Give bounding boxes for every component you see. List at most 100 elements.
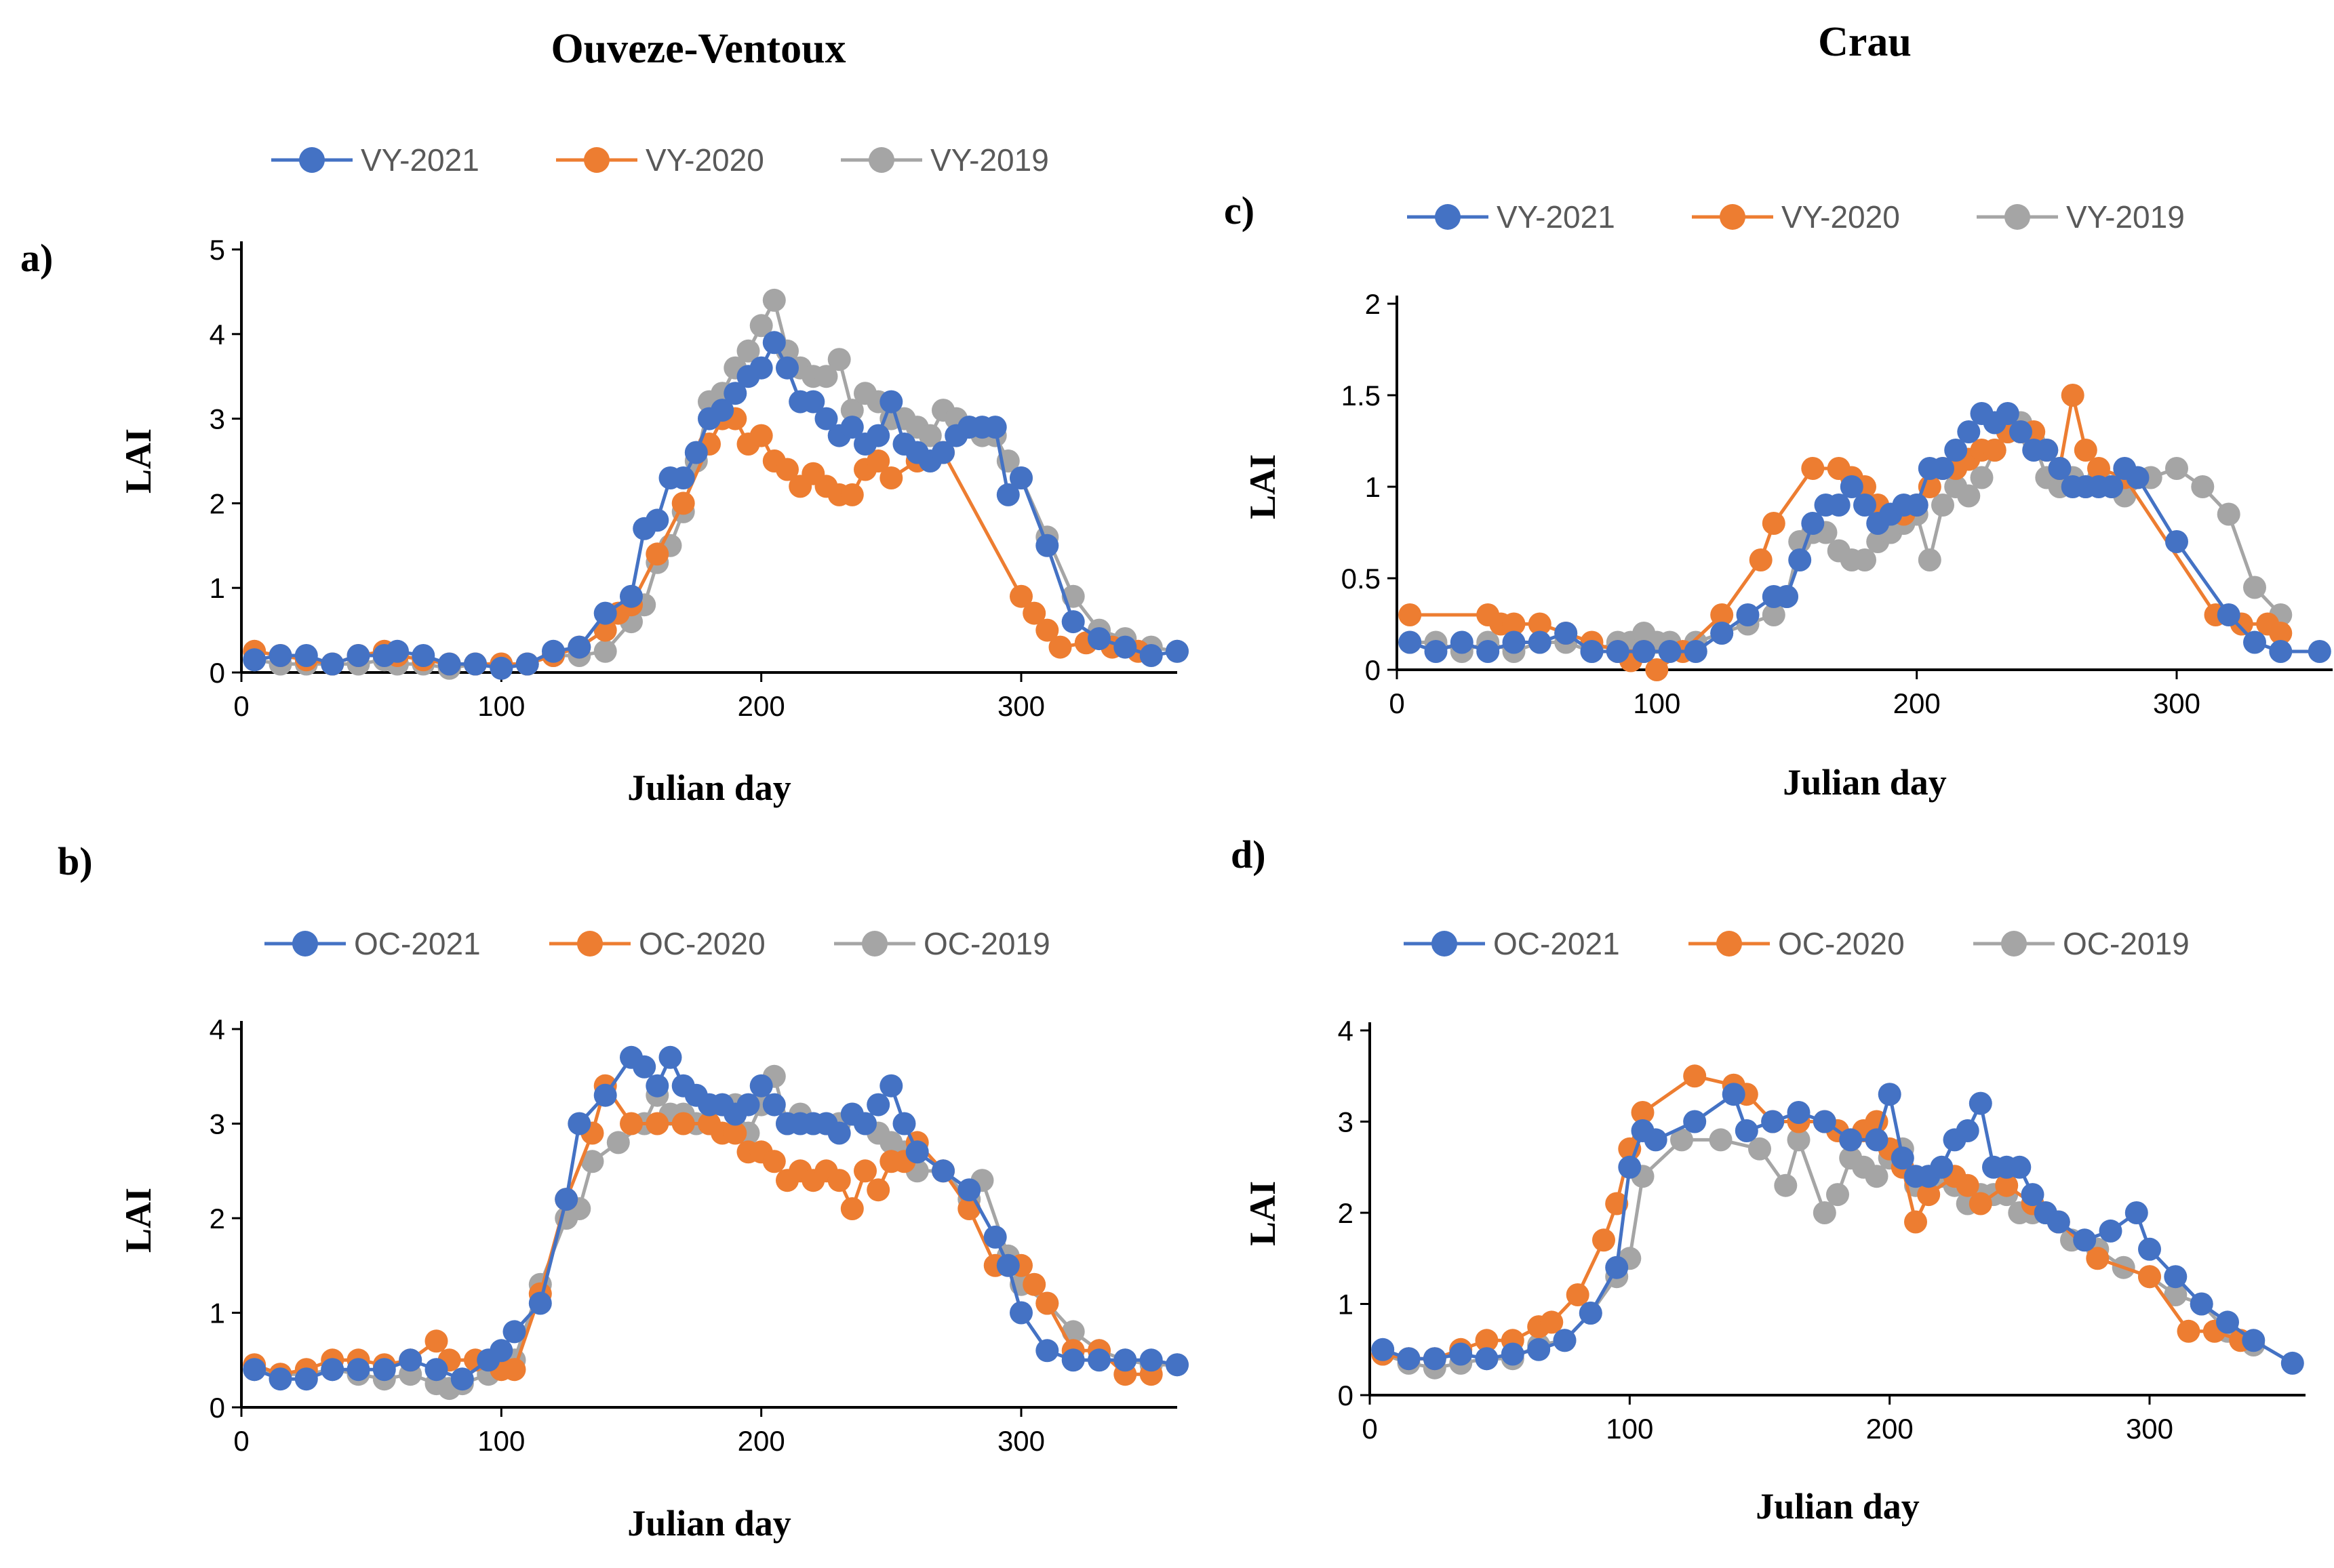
data-point-vy-2021 <box>2308 640 2331 663</box>
data-point-oc-2020 <box>1592 1228 1615 1252</box>
data-point-oc-2021 <box>2124 1201 2148 1224</box>
x-tick-label: 100 <box>1606 1413 1653 1445</box>
data-point-vy-2021 <box>1788 548 1812 571</box>
data-point-oc-2020 <box>620 1112 643 1135</box>
legend-item: VY-2019 <box>1977 199 2185 235</box>
chart-panel-1: b) 0 1 2 3 4 0 100 200 300 Julian day LAI OC-2021 OC-… <box>58 839 1189 1544</box>
data-point-oc-2020 <box>854 1159 877 1183</box>
data-point-oc-2021 <box>957 1178 981 1202</box>
legend-label: OC-2020 <box>639 926 766 961</box>
y-tick-label: 4 <box>1338 1015 1353 1047</box>
x-tick-label: 300 <box>997 690 1045 722</box>
y-axis-title: LAI <box>118 1188 159 1253</box>
data-point-vy-2021 <box>2100 475 2124 498</box>
data-point-vy-2021 <box>1996 402 2019 425</box>
data-point-vy-2021 <box>671 466 695 489</box>
data-point-vy-2021 <box>2243 630 2266 654</box>
data-point-oc-2021 <box>1371 1338 1395 1361</box>
data-point-oc-2021 <box>294 1367 318 1391</box>
data-point-vy-2021 <box>1931 457 1954 480</box>
data-point-oc-2020 <box>724 1121 747 1145</box>
data-point-vy-2021 <box>776 356 799 380</box>
data-point-vy-2020 <box>2087 457 2110 480</box>
data-point-oc-2021 <box>1839 1128 1863 1152</box>
data-point-vy-2019 <box>2243 576 2266 599</box>
data-point-oc-2021 <box>1956 1119 1979 1142</box>
data-point-oc-2021 <box>1878 1083 1901 1106</box>
data-point-vy-2021 <box>840 416 864 439</box>
data-point-vy-2021 <box>1166 639 1189 663</box>
data-point-oc-2020 <box>1956 1173 1979 1197</box>
y-tick-label: 1.5 <box>1341 380 1381 411</box>
data-point-oc-2021 <box>1644 1128 1667 1152</box>
data-point-oc-2021 <box>2216 1310 2239 1334</box>
y-tick-label: 3 <box>1338 1106 1353 1138</box>
data-point-vy-2021 <box>1554 622 1578 645</box>
x-axis-title: Julian day <box>627 767 791 808</box>
data-point-oc-2021 <box>658 1045 682 1069</box>
legend-item: VY-2020 <box>556 142 764 178</box>
data-point-oc-2020 <box>1566 1283 1589 1306</box>
data-point-oc-2021 <box>736 1093 760 1117</box>
data-point-oc-2021 <box>1139 1348 1163 1372</box>
legend-label: VY-2021 <box>361 142 479 178</box>
data-point-vy-2019 <box>1970 466 1994 489</box>
legend-item: VY-2020 <box>1692 199 1900 235</box>
data-point-oc-2021 <box>321 1358 344 1382</box>
legend-item: VY-2019 <box>841 142 1049 178</box>
data-point-vy-2019 <box>1853 548 1876 571</box>
data-point-oc-2021 <box>1061 1348 1085 1372</box>
data-point-oc-2021 <box>633 1055 656 1079</box>
data-point-oc-2020 <box>1605 1192 1629 1215</box>
y-tick-label: 3 <box>210 403 225 435</box>
data-point-oc-2020 <box>867 1178 890 1202</box>
data-point-vy-2021 <box>1061 610 1085 634</box>
legend-label: VY-2021 <box>1497 199 1615 235</box>
data-point-vy-2020 <box>1710 603 1734 626</box>
data-point-vy-2021 <box>1010 466 1033 489</box>
data-point-oc-2021 <box>1010 1301 1033 1325</box>
data-point-oc-2021 <box>1761 1110 1785 1133</box>
data-point-oc-2021 <box>1527 1338 1551 1361</box>
data-point-vy-2021 <box>983 416 1007 439</box>
data-point-oc-2021 <box>1683 1110 1707 1133</box>
y-tick-label: 2 <box>210 1203 225 1234</box>
data-point-oc-2020 <box>827 1169 851 1192</box>
x-tick-label: 0 <box>233 1425 249 1457</box>
legend-marker <box>1720 204 1745 230</box>
data-point-oc-2021 <box>749 1074 773 1098</box>
y-tick-label: 5 <box>210 234 225 266</box>
data-point-oc-2021 <box>528 1291 552 1315</box>
data-point-oc-2021 <box>2280 1351 2304 1375</box>
data-point-oc-2021 <box>1865 1128 1888 1152</box>
x-axis-title: Julian day <box>1783 762 1947 803</box>
legend-item: OC-2019 <box>834 926 1050 961</box>
data-point-vy-2021 <box>1632 640 1656 663</box>
legend-label: OC-2021 <box>1493 926 1620 961</box>
data-point-oc-2021 <box>762 1093 786 1117</box>
data-point-vy-2020 <box>1398 603 1422 626</box>
data-point-oc-2019 <box>1670 1128 1693 1152</box>
y-tick-label: 2 <box>1365 288 1381 320</box>
x-axis-title: Julian day <box>627 1503 791 1544</box>
data-point-oc-2019 <box>1826 1183 1849 1207</box>
y-axis-title: LAI <box>118 428 159 494</box>
data-point-vy-2021 <box>1450 630 1473 654</box>
y-tick-label: 4 <box>210 319 225 350</box>
data-point-vy-2021 <box>802 390 825 414</box>
data-point-oc-2021 <box>1449 1342 1473 1366</box>
legend-label: VY-2020 <box>1781 199 1900 235</box>
legend-marker <box>2001 931 2027 957</box>
data-point-oc-2021 <box>2008 1155 2032 1179</box>
legend-item: OC-2021 <box>1404 926 1620 961</box>
x-tick-label: 200 <box>1893 687 1941 719</box>
data-point-vy-2021 <box>568 635 591 659</box>
data-point-vy-2021 <box>1957 420 1981 443</box>
data-point-oc-2021 <box>2073 1228 2097 1252</box>
data-point-oc-2021 <box>2046 1210 2070 1234</box>
data-point-vy-2021 <box>1840 475 1863 498</box>
data-point-vy-2020 <box>2074 439 2097 462</box>
data-point-vy-2020 <box>1801 457 1825 480</box>
legend-label: VY-2019 <box>2066 199 2185 235</box>
